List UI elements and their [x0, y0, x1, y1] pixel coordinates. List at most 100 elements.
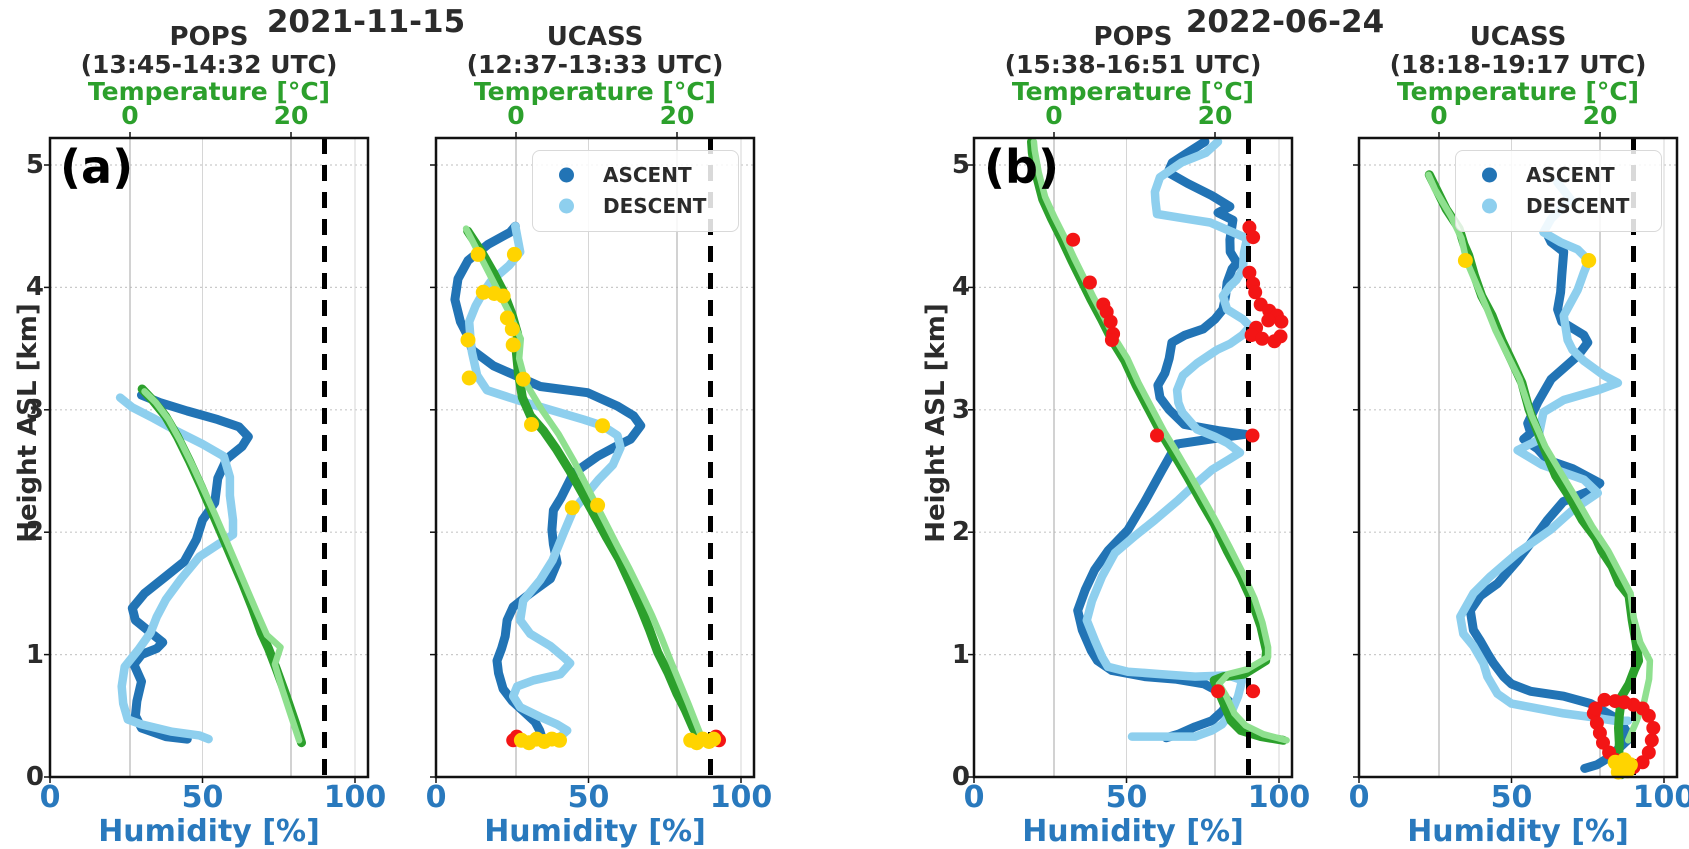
legend-marker-dot	[1482, 198, 1497, 214]
humidity-ascent-curve	[1465, 231, 1632, 773]
flagged-red-dot	[1082, 275, 1097, 290]
flagged-red-dot	[1646, 721, 1661, 735]
temp-axis-label: Temperature [°C]	[473, 77, 717, 106]
flagged-red-dot	[1274, 314, 1289, 329]
flagged-red-dot	[1066, 232, 1081, 247]
humidity-axis-label: Humidity [%]	[484, 814, 706, 849]
temp-axis-tick: 0	[507, 101, 525, 130]
humidity-ascent-curve	[450, 221, 646, 745]
profile-plot	[1353, 132, 1679, 783]
panel-border	[434, 136, 756, 779]
y-axis-tick: 1	[951, 639, 970, 670]
flagged-yellow-dot	[506, 246, 522, 262]
flagged-red-dot	[1261, 313, 1276, 328]
panel-time-title: (18:18-19:17 UTC)	[1389, 50, 1647, 79]
temp-axis-tick: 0	[1045, 101, 1063, 130]
flagged-red-dot	[1255, 331, 1270, 346]
flagged-red-dot	[1150, 428, 1164, 443]
temp-axis-tick: 20	[1197, 101, 1233, 130]
profile-plot	[968, 132, 1294, 783]
flagged-yellow-dot	[495, 288, 511, 304]
legend-item: ASCENT	[1456, 160, 1661, 190]
humidity-axis-label: Humidity [%]	[98, 814, 320, 849]
legend-item-label: ASCENT	[1526, 163, 1615, 187]
panel-instrument-title: POPS	[1093, 22, 1173, 52]
flagged-yellow-dot	[1616, 752, 1632, 768]
humidity-axis-label: Humidity [%]	[1022, 814, 1244, 849]
temp-axis-label: Temperature [°C]	[87, 77, 331, 106]
flagged-red-dot	[1588, 701, 1603, 716]
flagged-red-dot	[1211, 684, 1225, 699]
panel-time-title: (13:45-14:32 UTC)	[80, 50, 338, 79]
legend-item-label: DESCENT	[1526, 194, 1630, 218]
temp-axis-tick: 20	[1582, 101, 1618, 130]
flagged-yellow-dot	[706, 731, 722, 747]
humidity-axis-tick: 0	[425, 780, 447, 815]
flagged-yellow-dot	[505, 337, 521, 353]
flagged-yellow-dot	[460, 332, 476, 348]
humidity-descent-curve	[464, 221, 625, 745]
humidity-axis-tick: 50	[567, 780, 610, 815]
flagged-red-dot	[1273, 329, 1288, 344]
date-title: 2022-06-24	[1185, 4, 1385, 40]
y-axis-tick: 2	[25, 517, 44, 548]
y-axis-tick: 2	[951, 517, 970, 548]
y-axis-tick: 5	[25, 150, 44, 180]
y-axis-label: Height ASL [km]	[921, 302, 951, 543]
panel-instrument-title: UCASS	[1469, 22, 1567, 52]
legend-marker-dot	[1482, 167, 1497, 183]
flagged-yellow-dot	[595, 418, 610, 434]
legend-marker-dot	[559, 198, 574, 214]
flagged-yellow-dot	[552, 732, 567, 748]
legend-item: DESCENT	[533, 191, 738, 221]
y-axis-tick: 0	[951, 762, 970, 792]
y-axis-tick: 5	[951, 150, 970, 180]
panel-time-title: (12:37-13:33 UTC)	[466, 50, 724, 79]
legend-item-label: ASCENT	[603, 163, 692, 187]
temp-axis-tick: 20	[659, 101, 695, 130]
humidity-axis-tick: 0	[39, 780, 61, 815]
temperature-ascent-curve	[1027, 137, 1288, 745]
humidity-ascent-curve	[127, 390, 253, 744]
flagged-yellow-dot	[475, 284, 491, 300]
flagged-red-dot	[1103, 314, 1118, 329]
flagged-red-dot	[1242, 265, 1257, 280]
humidity-axis-tick: 50	[181, 780, 224, 815]
temp-axis-tick: 0	[121, 101, 139, 130]
flagged-red-dot	[1104, 333, 1119, 347]
legend-item: ASCENT	[533, 160, 738, 190]
y-axis-tick: 4	[25, 272, 44, 303]
flagged-yellow-dot	[524, 417, 539, 432]
flagged-yellow-dot	[1581, 253, 1597, 268]
humidity-axis-tick: 100	[1247, 780, 1311, 815]
flagged-yellow-dot	[515, 371, 531, 387]
legend-box: ASCENT DESCENT	[532, 150, 739, 232]
y-axis-tick: 4	[951, 272, 970, 303]
flagged-red-dot	[1597, 692, 1612, 707]
humidity-axis-tick: 0	[1348, 780, 1370, 815]
legend-box: ASCENT DESCENT	[1455, 150, 1662, 232]
humidity-axis-tick: 100	[709, 780, 773, 815]
flagged-yellow-dot	[564, 500, 580, 516]
flagged-yellow-dot	[1457, 253, 1473, 268]
y-axis-tick: 1	[25, 639, 44, 670]
flagged-red-dot	[1641, 745, 1656, 760]
temperature-ascent-curve	[137, 384, 306, 748]
panel-instrument-title: POPS	[169, 22, 249, 52]
temperature-descent-curve	[141, 388, 303, 744]
flagged-yellow-dot	[504, 321, 520, 337]
y-axis-tick: 0	[25, 762, 44, 792]
flagged-yellow-dot	[461, 370, 477, 386]
humidity-descent-curve	[115, 393, 238, 744]
flagged-red-dot	[1644, 733, 1659, 748]
y-axis-tick: 3	[951, 394, 970, 425]
flagged-red-dot	[1245, 428, 1260, 443]
flagged-red-dot	[1608, 694, 1623, 709]
humidity-axis-tick: 0	[963, 780, 985, 815]
temp-axis-label: Temperature [°C]	[1396, 77, 1640, 106]
flagged-red-dot	[1244, 328, 1259, 343]
temp-axis-tick: 20	[273, 101, 309, 130]
temp-axis-label: Temperature [°C]	[1011, 77, 1255, 106]
humidity-descent-curve	[1082, 137, 1255, 741]
